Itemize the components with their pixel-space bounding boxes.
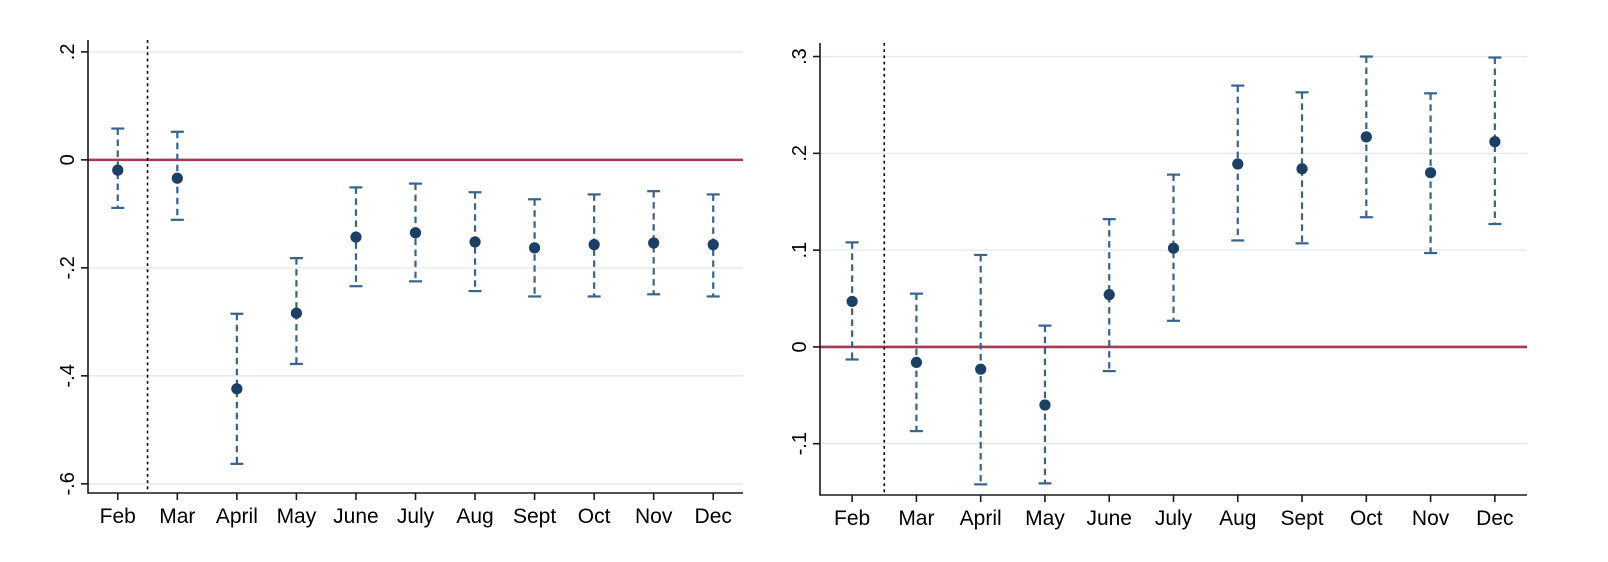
- coefficient-marker: [648, 237, 660, 249]
- coefficient-marker: [588, 239, 600, 251]
- x-tick-label: July: [397, 505, 435, 528]
- coefficient-marker: [350, 231, 362, 243]
- y-tick-label: -.4: [57, 364, 79, 387]
- x-tick-label: Oct: [578, 505, 611, 528]
- x-tick-label: April: [216, 505, 258, 528]
- x-tick-label: June: [333, 505, 379, 528]
- coefficient-marker: [707, 239, 719, 251]
- coefficient-marker: [1424, 167, 1437, 179]
- x-tick-label: Nov: [1412, 507, 1450, 530]
- coefficient-marker: [975, 363, 987, 375]
- coefficient-marker: [1360, 131, 1372, 143]
- coefficient-marker: [1103, 289, 1115, 301]
- y-tick-label: .1: [789, 242, 811, 259]
- x-tick-label: Mar: [159, 505, 195, 528]
- x-tick-label: Oct: [1350, 507, 1383, 530]
- coefficient-marker: [528, 242, 541, 254]
- y-tick-label: -.1: [789, 432, 811, 455]
- coefficient-marker: [112, 164, 124, 176]
- y-tick-label: .2: [789, 145, 811, 162]
- coefficient-marker: [1039, 399, 1051, 411]
- coefficient-marker: [290, 307, 303, 319]
- right-panel: .3 .2 .1 0 -.1 Feb Mar April May June July Aug Sept O…: [789, 43, 1527, 530]
- coefficient-marker: [1232, 158, 1244, 170]
- x-tick-label: May: [277, 505, 317, 528]
- x-tick-label: July: [1155, 507, 1193, 530]
- y-tick-label: 0: [57, 154, 79, 165]
- y-tick-label: -.2: [57, 256, 79, 279]
- coefficient-marker: [1167, 242, 1180, 254]
- x-tick-label: Dec: [695, 505, 732, 528]
- coefficient-marker: [846, 295, 858, 308]
- coefficient-marker: [409, 227, 422, 239]
- x-tick-label: Aug: [1219, 507, 1256, 530]
- coefficient-marker: [1489, 136, 1501, 148]
- coefficient-marker: [171, 172, 183, 184]
- coefficient-marker: [469, 236, 481, 248]
- y-tick-label: -.6: [57, 472, 79, 495]
- x-tick-label: Dec: [1476, 507, 1513, 530]
- coefficient-marker: [1296, 163, 1308, 175]
- x-tick-label: April: [960, 507, 1002, 530]
- x-tick-label: June: [1086, 507, 1132, 530]
- x-tick-label: Mar: [898, 507, 934, 530]
- axis-frame: [87, 40, 743, 494]
- x-tick-label: Aug: [456, 505, 493, 528]
- left-panel: .2 0 -.2 -.4 -.6 Feb Mar April May June July Aug Sep…: [57, 40, 743, 528]
- x-tick-label: Feb: [100, 505, 136, 528]
- y-tick-label: .2: [57, 44, 79, 61]
- x-tick-label: Nov: [635, 505, 673, 528]
- coefficient-marker: [231, 383, 243, 395]
- x-tick-label: Sept: [1280, 507, 1323, 530]
- x-tick-label: May: [1025, 507, 1065, 530]
- y-tick-label: 0: [789, 341, 811, 352]
- axis-frame: [819, 43, 1527, 496]
- y-tick-label: .3: [789, 48, 811, 65]
- x-tick-label: Sept: [513, 505, 556, 528]
- x-tick-label: Feb: [834, 507, 870, 530]
- coefficient-marker: [910, 356, 923, 369]
